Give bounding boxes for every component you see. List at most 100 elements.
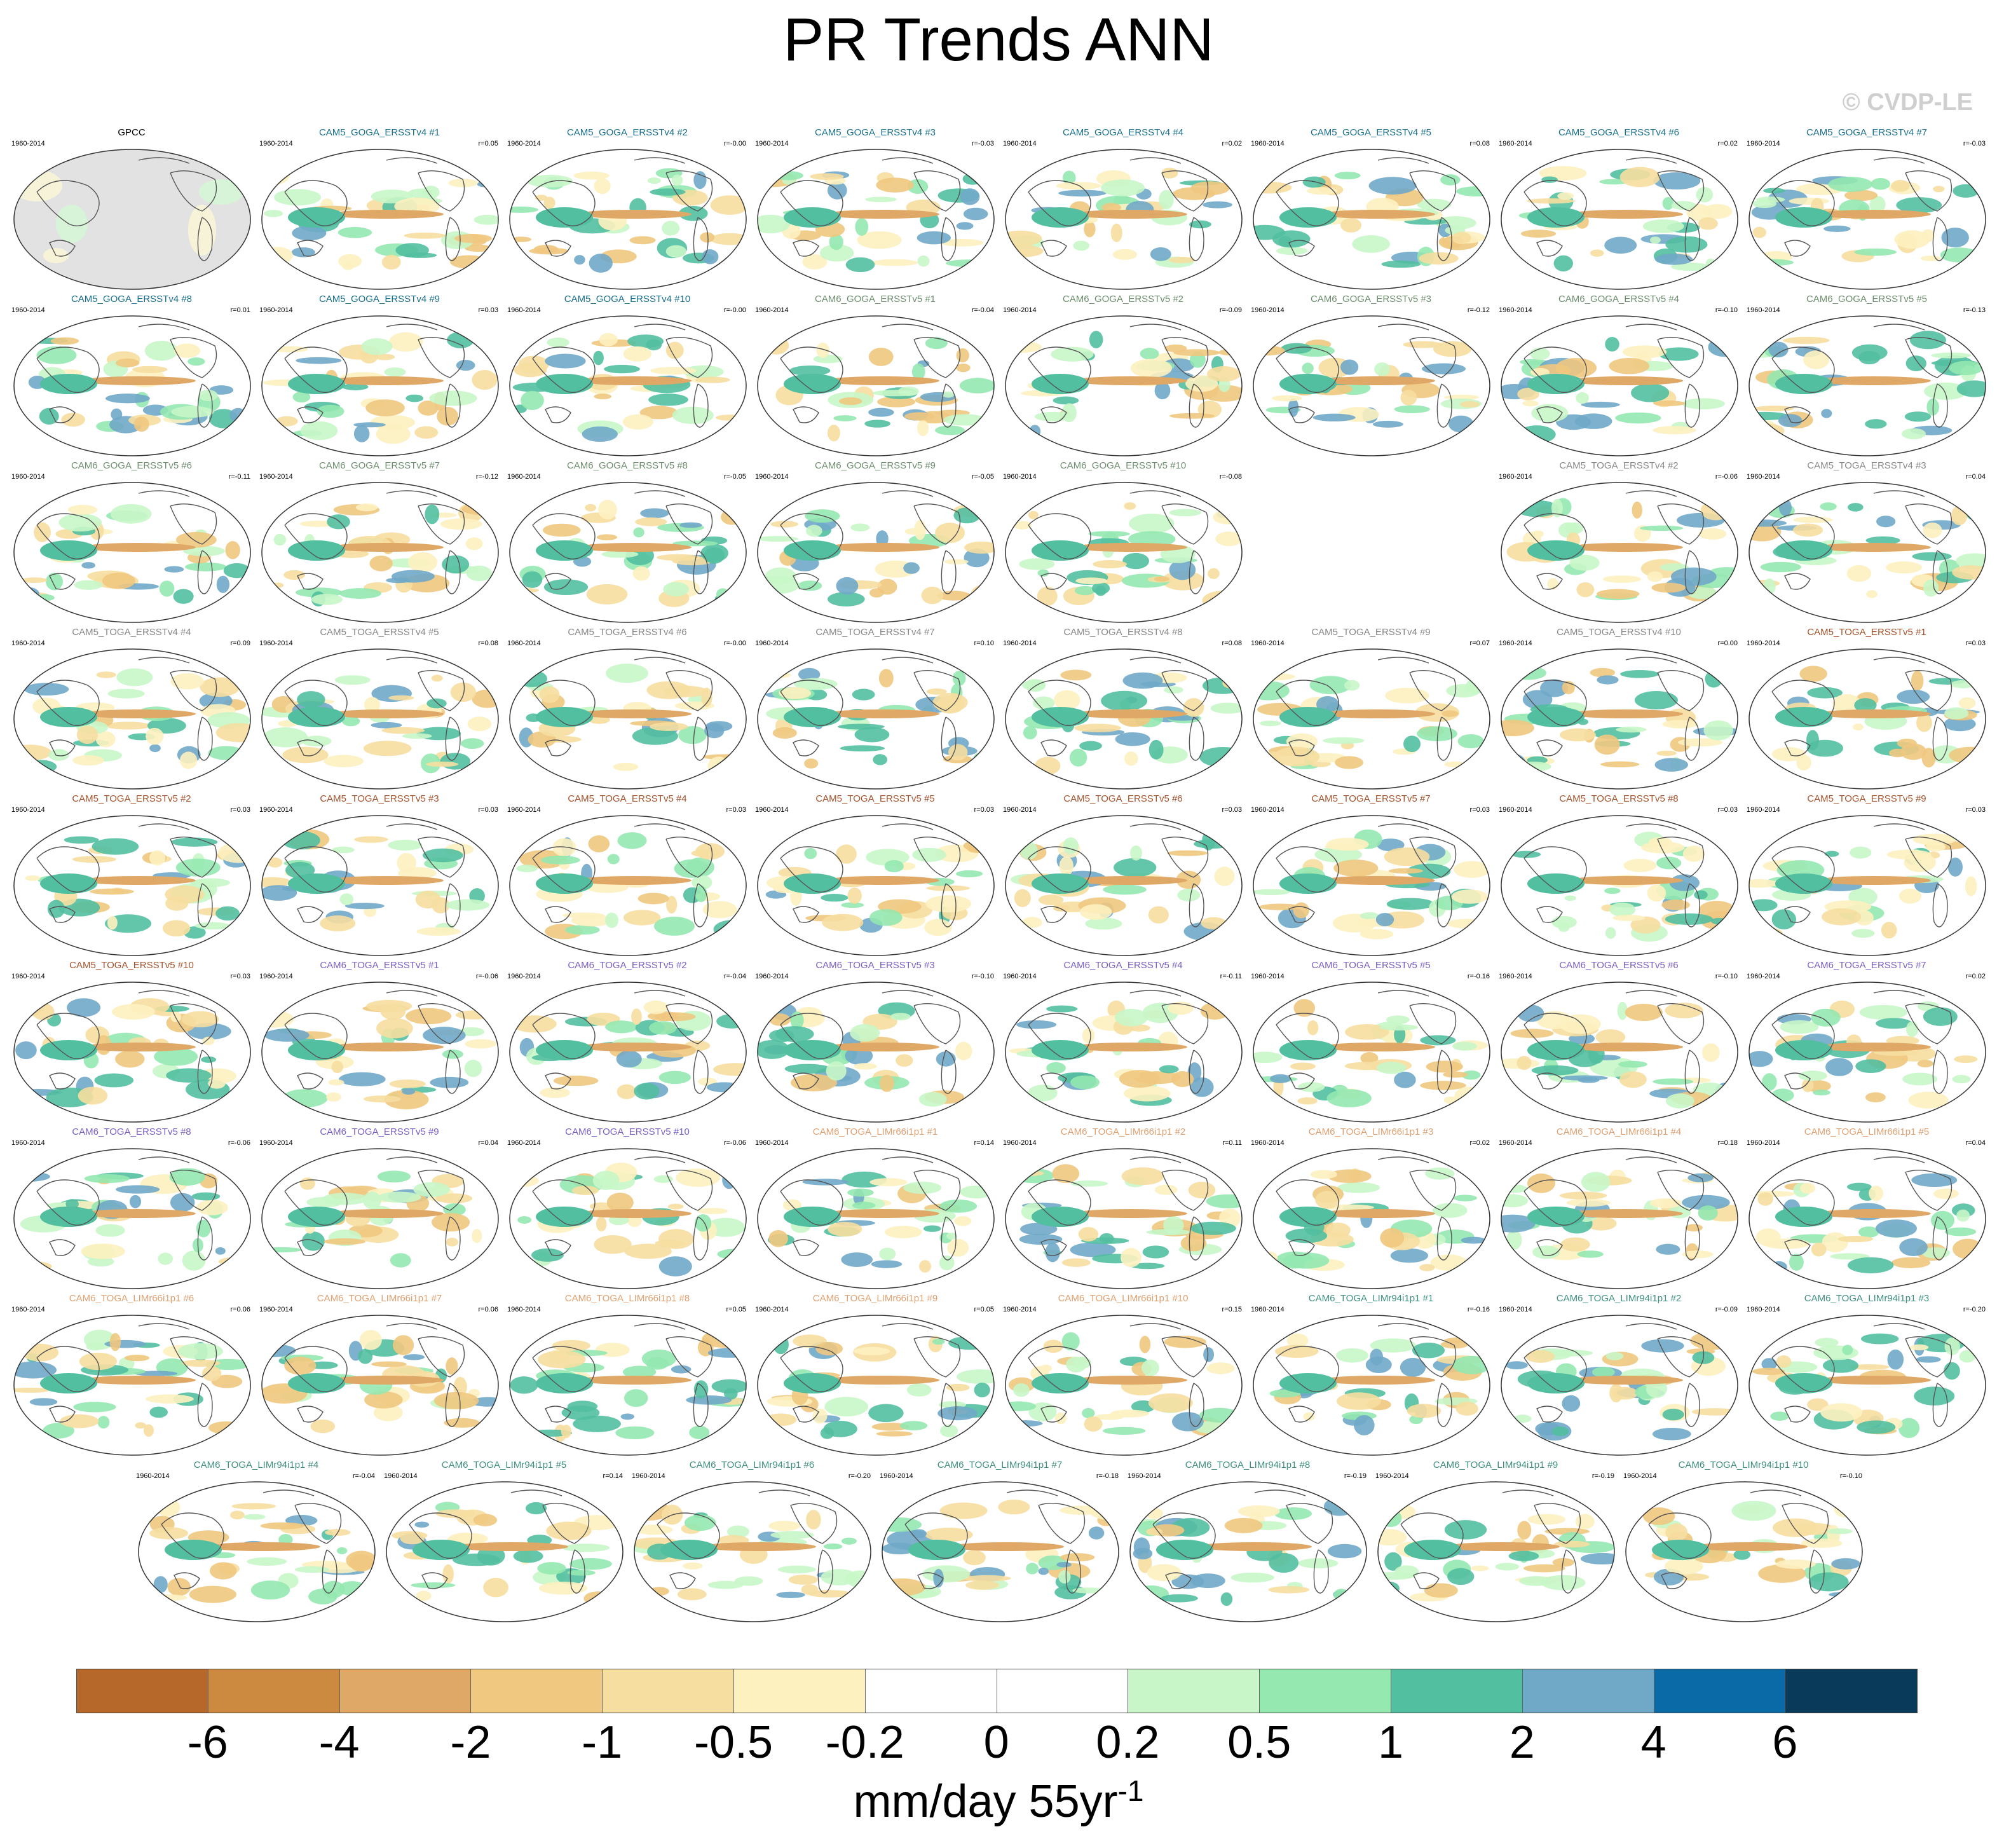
precip-trend-patch [1053, 690, 1080, 710]
precip-trend-patch [1089, 331, 1103, 348]
panel-title: CAM6_TOGA_LIMr94i1p1 #7 [937, 1460, 1063, 1470]
precip-trend-patch [1775, 1559, 1816, 1569]
panel-correlation: r=0.08 [1469, 140, 1490, 147]
precip-trend-patch [1622, 345, 1667, 359]
map-border [1748, 982, 1986, 1123]
coastlines [1648, 1489, 1829, 1594]
equatorial-dry-band [577, 543, 692, 552]
precip-trend-patch [1940, 247, 1979, 263]
panel-period: 1960-2014 [1499, 140, 1532, 147]
precip-trend-patch [1900, 743, 1927, 760]
equatorial-dry-band [1073, 709, 1187, 718]
precip-trend-patch [1656, 1243, 1680, 1255]
precip-trend-patch [582, 426, 618, 442]
precip-trend-patch [706, 1082, 742, 1093]
precip-trend-patch [1390, 1248, 1429, 1263]
warm-pool-wet-patch [536, 1207, 593, 1227]
precip-trend-patch [1896, 197, 1942, 214]
precip-trend-patch [896, 1054, 913, 1067]
precip-trend-patch [1327, 1543, 1362, 1559]
precip-trend-patch [324, 755, 364, 768]
precip-trend-patch [1869, 196, 1886, 213]
precip-trend-patch [865, 196, 897, 203]
map-panel: CAM6_GOGA_ERSSTv5 #3 1960-2014 r=-0.12 [1247, 294, 1495, 459]
equatorial-dry-band [329, 709, 444, 718]
precip-trend-patch [15, 1041, 37, 1060]
precip-trend-patch [1768, 341, 1789, 358]
precip-trend-patch [845, 257, 875, 273]
panel-period: 1960-2014 [880, 1472, 913, 1480]
precip-trend-patch [446, 1237, 459, 1247]
precip-trend-patch [1609, 358, 1650, 374]
precip-trend-patch [418, 400, 439, 416]
map-border [1501, 1315, 1738, 1456]
precip-trend-patch [1074, 585, 1096, 596]
panel-correlation: r=-0.10 [1715, 973, 1738, 980]
precip-trend-patch [1783, 336, 1830, 345]
map-plot [509, 149, 747, 290]
precip-trend-patch [1009, 1420, 1043, 1427]
precip-trend-patch [1694, 890, 1708, 900]
warm-pool-wet-patch [40, 707, 97, 727]
panel-correlation: r=0.02 [1965, 973, 1986, 980]
precip-trend-patch [1894, 230, 1930, 249]
warm-pool-wet-patch [536, 707, 593, 727]
precip-trend-patch [115, 1050, 145, 1068]
precip-trend-patch [406, 1008, 452, 1025]
warm-pool-wet-patch [784, 1373, 841, 1393]
precip-trend-patch [1752, 1367, 1785, 1376]
map-plot [1005, 1148, 1243, 1289]
map-plot [386, 1481, 624, 1622]
precip-trend-patch [472, 370, 498, 390]
precip-trend-patch [1771, 747, 1806, 762]
precip-trend-patch [45, 572, 64, 591]
precip-trend-patch [36, 346, 77, 364]
precip-trend-patch [571, 1186, 599, 1196]
precip-trend-patch [1822, 1358, 1859, 1373]
precip-trend-patch [1654, 758, 1688, 772]
precip-trend-patch [371, 722, 402, 729]
precip-trend-patch [1394, 1071, 1416, 1088]
precip-trend-patch [442, 1564, 454, 1584]
map-panel: CAM6_GOGA_ERSSTv5 #10 1960-2014 r=-0.08 [999, 460, 1247, 626]
coastlines [532, 157, 713, 261]
precip-trend-patch [1286, 733, 1318, 750]
precip-trend-patch [440, 518, 482, 530]
map-border [1377, 1481, 1615, 1622]
precip-trend-patch [640, 508, 669, 519]
precip-trend-patch [191, 1192, 221, 1201]
precip-trend-patch [547, 338, 569, 348]
map-border [1005, 482, 1243, 623]
precip-trend-patch [594, 1235, 632, 1254]
precip-trend-patch [1336, 1392, 1381, 1410]
coastlines [284, 990, 465, 1094]
coastlines [1028, 823, 1209, 927]
map-plot [1005, 149, 1243, 290]
equatorial-dry-band [825, 709, 939, 718]
map-plot [1253, 149, 1490, 290]
map-border [1253, 1148, 1490, 1289]
coastlines [36, 490, 217, 594]
precip-trend-patch [1916, 1356, 1941, 1363]
panel-correlation: r=-0.20 [848, 1472, 871, 1480]
panel-period: 1960-2014 [1375, 1472, 1409, 1480]
equatorial-dry-band [1321, 1043, 1435, 1051]
precip-trend-patch [1958, 697, 1976, 709]
precip-trend-patch [1653, 1078, 1694, 1085]
precip-trend-patch [1591, 1367, 1615, 1378]
map-border [1005, 149, 1243, 290]
equatorial-dry-band [1321, 876, 1435, 885]
panel-period: 1960-2014 [1499, 1306, 1532, 1313]
precip-trend-patch [102, 572, 135, 589]
precip-trend-patch [1540, 679, 1569, 697]
precip-trend-patch [683, 365, 724, 379]
precip-trend-patch [525, 1502, 547, 1515]
precip-trend-patch [216, 575, 230, 593]
precip-trend-patch [1869, 1186, 1884, 1201]
precip-trend-patch [1558, 922, 1570, 932]
warm-pool-wet-patch [1652, 1540, 1709, 1560]
warm-pool-wet-patch [1527, 540, 1585, 561]
precip-trend-patch [522, 571, 543, 588]
precip-trend-patch [149, 850, 166, 866]
precip-trend-patch [324, 1238, 366, 1245]
